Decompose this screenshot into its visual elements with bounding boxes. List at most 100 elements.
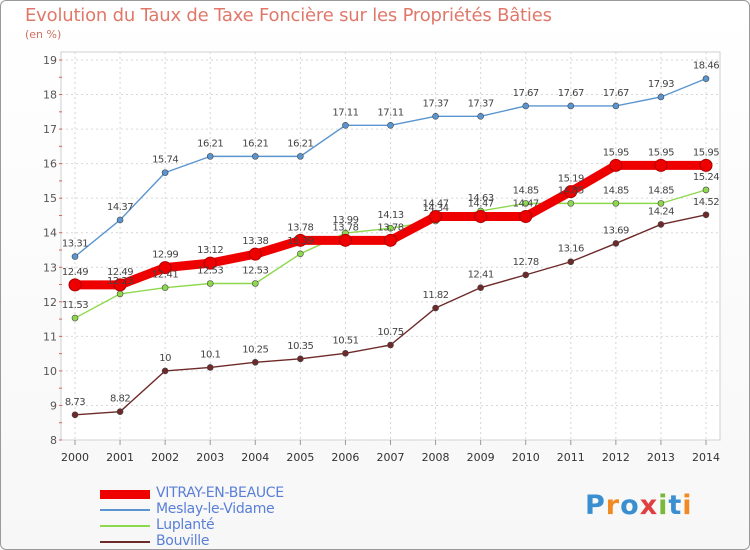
data-point: [567, 258, 575, 266]
data-point: [474, 209, 488, 223]
legend-swatch: [100, 489, 150, 499]
data-point: [612, 102, 620, 110]
data-point: [251, 280, 259, 287]
data-label: 12.53: [197, 266, 223, 277]
data-point: [116, 216, 124, 224]
data-label: 13.39: [287, 236, 313, 247]
data-point: [564, 185, 578, 199]
data-label: 11.82: [423, 290, 449, 301]
data-label: 14.24: [648, 206, 674, 217]
data-point: [702, 75, 710, 82]
data-label: 13.12: [197, 245, 223, 256]
data-label: 15.95: [693, 147, 719, 158]
data-label: 17.67: [558, 88, 584, 99]
data-label: 12.41: [152, 270, 178, 281]
data-point: [206, 364, 214, 371]
data-label: 15.95: [648, 147, 674, 158]
data-label: 14.85: [603, 185, 629, 196]
data-label: 10.1: [200, 349, 220, 360]
data-point: [567, 200, 575, 207]
data-point: [161, 169, 169, 176]
data-point: [612, 200, 620, 207]
x-tick-label: 2009: [467, 451, 495, 464]
data-point: [203, 256, 217, 270]
data-label: 14.47: [423, 198, 449, 209]
data-label: 8.82: [110, 394, 130, 405]
data-point: [206, 280, 214, 287]
x-tick-label: 2005: [286, 451, 314, 464]
legend-label: Bouville: [156, 533, 210, 549]
data-point: [657, 93, 665, 101]
x-tick-label: 2006: [331, 451, 359, 464]
data-point: [522, 102, 530, 110]
data-point: [477, 113, 484, 120]
data-label: 13.78: [377, 222, 403, 233]
data-point: [297, 250, 304, 258]
data-label: 17.37: [423, 98, 449, 109]
y-tick-label: 17: [43, 123, 57, 136]
x-tick-label: 2013: [647, 451, 675, 464]
data-label: 8.73: [65, 397, 85, 408]
data-label: 14.37: [107, 202, 133, 213]
data-label: 13.31: [62, 239, 88, 250]
data-point: [609, 158, 623, 172]
data-label: 15.19: [558, 174, 584, 185]
data-label: 12.99: [152, 250, 178, 261]
logo-letter: o: [620, 490, 640, 521]
data-label: 17.93: [648, 79, 674, 90]
data-label: 16.21: [287, 138, 313, 149]
y-tick-label: 14: [43, 227, 57, 240]
legend-label: Luplanté: [156, 517, 215, 533]
data-point: [297, 355, 304, 363]
data-label: 18.46: [693, 61, 719, 72]
y-tick-label: 12: [43, 296, 57, 309]
y-tick-label: 9: [50, 399, 57, 412]
data-label: 17.37: [468, 98, 494, 109]
data-point: [71, 314, 79, 322]
data-label: 16.21: [242, 138, 268, 149]
data-point: [116, 408, 124, 415]
data-label: 17.11: [332, 107, 358, 118]
data-label: 17.67: [603, 88, 629, 99]
data-point: [158, 261, 172, 275]
logo-letter: i: [658, 490, 669, 521]
data-label: 14.85: [648, 185, 674, 196]
x-tick-label: 2002: [151, 451, 179, 464]
data-point: [206, 153, 214, 160]
data-label: 15.24: [693, 172, 719, 183]
data-point: [612, 240, 620, 247]
y-tick-label: 16: [43, 158, 57, 171]
data-point: [519, 209, 533, 223]
data-point: [116, 290, 124, 298]
logo-letter: r: [605, 490, 621, 521]
data-label: 13.99: [332, 215, 358, 226]
y-tick-label: 10: [43, 365, 57, 378]
data-label: 14.52: [693, 197, 719, 208]
data-label: 11.53: [62, 300, 88, 311]
logo-letter: i: [682, 490, 693, 521]
data-label: 15.74: [152, 155, 178, 166]
data-point: [71, 411, 79, 419]
data-label: 10.75: [377, 327, 403, 338]
data-point: [71, 253, 79, 260]
chart-title: Evolution du Taux de Taxe Foncière sur l…: [25, 5, 552, 26]
logo-letter: t: [668, 490, 683, 521]
data-point: [477, 284, 484, 291]
y-tick-label: 8: [50, 434, 57, 447]
data-label: 14.85: [513, 185, 539, 196]
proxiti-logo: Proxiti: [585, 490, 693, 521]
data-label: 12.78: [513, 257, 539, 268]
logo-letter: x: [639, 490, 659, 521]
data-point: [522, 271, 530, 279]
data-label: 12.49: [62, 267, 88, 278]
data-point: [248, 247, 262, 261]
legend-label: VITRAY-EN-BEAUCE: [156, 485, 284, 501]
unit-label: (en %): [25, 28, 62, 41]
y-tick-label: 13: [43, 261, 57, 274]
data-point: [161, 284, 169, 291]
data-point: [654, 158, 668, 172]
y-tick-label: 11: [43, 330, 57, 343]
data-point: [384, 233, 397, 247]
legend-swatch: [100, 525, 150, 527]
data-point: [293, 233, 307, 247]
